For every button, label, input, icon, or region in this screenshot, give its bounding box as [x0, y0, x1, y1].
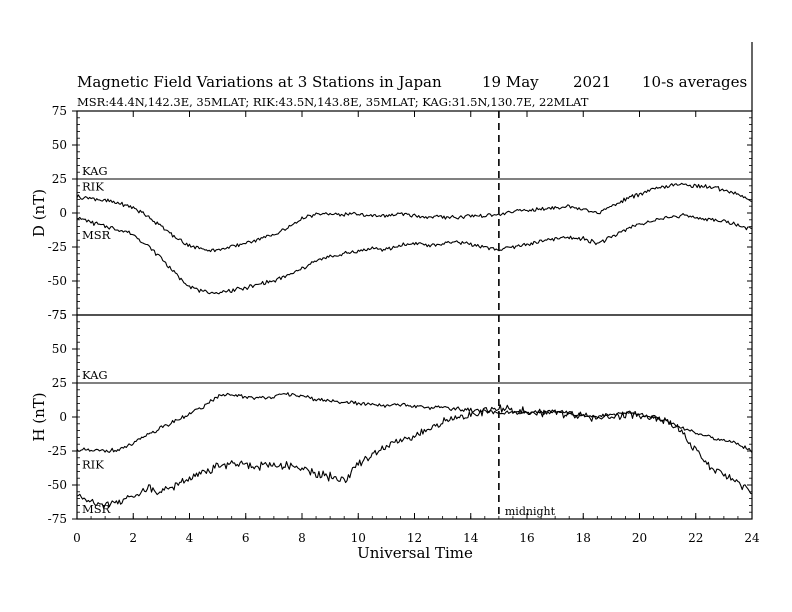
- h-y-tick-label: 0: [59, 410, 67, 424]
- chart-subtitle-stations: MSR:44.4N,142.3E, 35MLAT; RIK:43.5N,143.…: [77, 95, 589, 109]
- d-series-msr-line: [76, 213, 753, 295]
- x-tick-label: 16: [519, 531, 534, 545]
- d-y-tick-label: 25: [52, 172, 67, 186]
- h-y-tick-label: 75: [52, 308, 67, 322]
- h-series-msr-line: [76, 404, 753, 509]
- d-y-tick-label: 50: [52, 138, 67, 152]
- chart-title-averaging: 10-s averages: [642, 73, 747, 91]
- h-y-tick-label: -25: [48, 444, 67, 458]
- h-y-tick-label: -50: [48, 478, 67, 492]
- h-series-kag-label: KAG: [82, 368, 108, 382]
- d-series-msr-label: MSR: [82, 228, 111, 242]
- d-panel-frame: [76, 110, 753, 316]
- d-series-kag-label: KAG: [82, 164, 108, 178]
- h-y-tick-label: 25: [52, 376, 67, 390]
- x-tick-label: 0: [73, 531, 81, 545]
- d-y-tick-label: -75: [48, 308, 67, 322]
- x-tick-label: 12: [407, 531, 422, 545]
- h-series-msr-label: MSR: [82, 502, 111, 516]
- midnight-label: midnight: [505, 505, 556, 518]
- x-tick-label: 22: [688, 531, 703, 545]
- d-y-tick-label: -50: [48, 274, 67, 288]
- h-y-tick-label: -75: [48, 512, 67, 526]
- x-tick-label: 2: [129, 531, 137, 545]
- h-y-tick-label: 50: [52, 342, 67, 356]
- chart-title-year: 2021: [573, 73, 611, 91]
- h-y-axis-label: H (nT): [30, 392, 48, 441]
- x-tick-label: 10: [351, 531, 366, 545]
- chart-title: Magnetic Field Variations at 3 Stations …: [77, 73, 442, 91]
- x-tick-label: 24: [744, 531, 760, 545]
- x-tick-label: 6: [242, 531, 250, 545]
- chart-title-date: 19 May: [482, 73, 539, 91]
- x-tick-label: 4: [186, 531, 194, 545]
- midnight-annotation: midnight: [498, 111, 556, 519]
- d-component-panel: 75 50 25 0 -25 -50 -75 D (nT) KAG RIK MSR: [30, 104, 753, 322]
- d-y-axis-label: D (nT): [30, 189, 48, 237]
- x-tick-label: 14: [463, 531, 479, 545]
- x-tick-label: 20: [632, 531, 647, 545]
- h-component-panel: 75 50 25 0 -25 -50 -75 H (nT) KAG RIK MSR: [30, 308, 753, 526]
- x-axis-label: Universal Time: [357, 544, 473, 562]
- x-tick-label: 18: [576, 531, 591, 545]
- d-series-rik-line: [76, 182, 753, 253]
- h-series-rik-line: [76, 392, 753, 453]
- h-series-rik-label: RIK: [82, 458, 104, 472]
- d-series-rik-label: RIK: [82, 180, 104, 194]
- d-y-tick-label: 0: [59, 206, 67, 220]
- d-y-tick-label: -25: [48, 240, 67, 254]
- x-axis: 0 2 4 6 8 10 12 14 16 18 20 22 24: [73, 111, 760, 545]
- x-tick-label: 8: [298, 531, 306, 545]
- d-y-tick-label: 75: [52, 104, 67, 118]
